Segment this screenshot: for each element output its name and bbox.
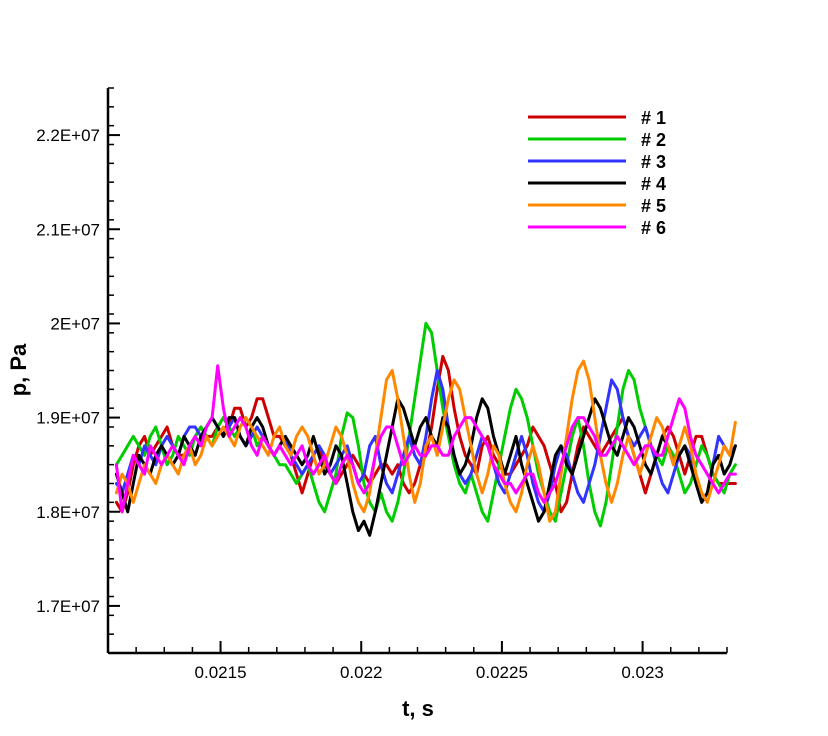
legend-label-2: # 2 bbox=[641, 130, 666, 150]
x-axis-title: t, s bbox=[402, 696, 434, 721]
y-tick-label: 2.2E+07 bbox=[36, 126, 100, 145]
x-tick-label: 0.0225 bbox=[476, 663, 528, 682]
legend-label-5: # 5 bbox=[641, 196, 666, 216]
series-line-2 bbox=[114, 321, 737, 528]
series-layer bbox=[114, 321, 737, 537]
legend-label-3: # 3 bbox=[641, 152, 666, 172]
series-line-6 bbox=[114, 364, 737, 514]
x-tick-label: 0.022 bbox=[340, 663, 383, 682]
x-tick-label: 0.023 bbox=[621, 663, 664, 682]
legend-label-6: # 6 bbox=[641, 218, 666, 238]
y-tick-label: 1.9E+07 bbox=[36, 409, 100, 428]
legend-label-4: # 4 bbox=[641, 174, 666, 194]
x-tick-label: 0.0215 bbox=[195, 663, 247, 682]
series-line-5 bbox=[114, 359, 737, 523]
y-tick-label: 2.1E+07 bbox=[36, 220, 100, 239]
legend-label-1: # 1 bbox=[641, 108, 666, 128]
y-tick-label: 1.7E+07 bbox=[36, 597, 100, 616]
legend: # 1# 2# 3# 4# 5# 6 bbox=[528, 108, 666, 238]
series-line-4 bbox=[114, 397, 737, 537]
y-axis-title: p, Pa bbox=[6, 343, 31, 396]
plot-axes: 1.7E+07 1.8E+07 1.9E+07 2E+07 2.1E+07 2.2E+07… bbox=[36, 87, 728, 682]
y-tick-label: 2E+07 bbox=[50, 314, 100, 333]
y-tick-label: 1.8E+07 bbox=[36, 503, 100, 522]
